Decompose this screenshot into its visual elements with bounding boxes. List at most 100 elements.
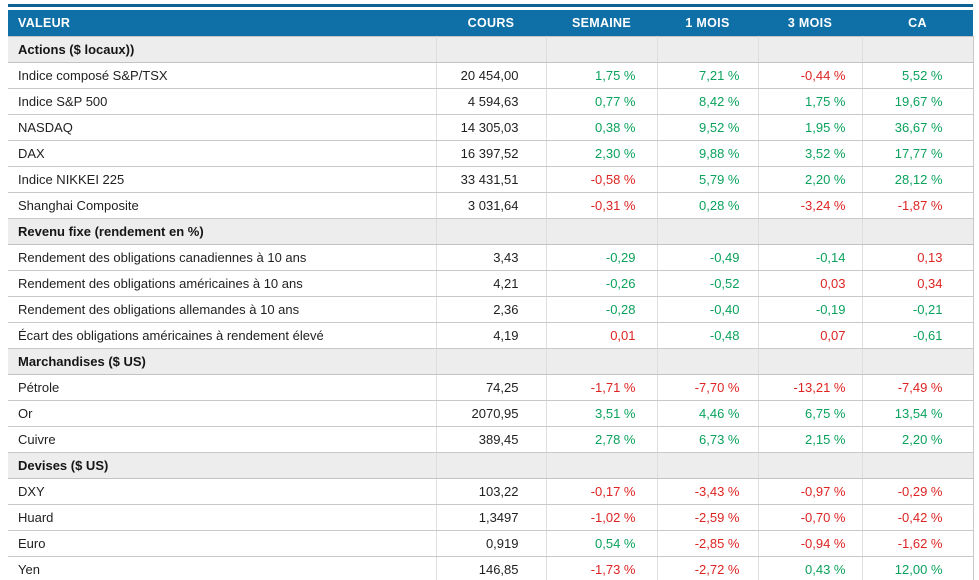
change-value: -2,59 % (657, 504, 759, 531)
section-filler-cell (862, 348, 974, 375)
change-value: -0,31 % (546, 192, 658, 219)
change-value: -0,21 (862, 296, 974, 323)
change-value: -0,42 % (862, 504, 974, 531)
section-row: Marchandises ($ US) (8, 348, 974, 375)
change-value: 2,20 % (758, 166, 863, 193)
change-value: -2,72 % (657, 556, 759, 580)
data-row: Rendement des obligations canadiennes à … (8, 244, 974, 271)
column-header-ca: CA (862, 10, 973, 37)
change-value: -0,44 % (758, 62, 863, 89)
change-value: -0,52 (657, 270, 759, 297)
cours-value: 146,85 (436, 556, 547, 580)
change-value: -1,02 % (546, 504, 658, 531)
change-value: 1,75 % (758, 88, 863, 115)
row-label: Shanghai Composite (8, 192, 437, 219)
change-value: -0,29 (546, 244, 658, 271)
change-value: -0,14 (758, 244, 863, 271)
section-filler-cell (436, 218, 547, 245)
change-value: 0,38 % (546, 114, 658, 141)
change-value: 8,42 % (657, 88, 759, 115)
section-title: Revenu fixe (rendement en %) (8, 218, 437, 245)
cours-value: 16 397,52 (436, 140, 547, 167)
change-value: 9,88 % (657, 140, 759, 167)
change-value: 0,13 (862, 244, 974, 271)
section-filler-cell (546, 36, 658, 63)
row-label: Rendement des obligations allemandes à 1… (8, 296, 437, 323)
data-row: Écart des obligations américaines à rend… (8, 322, 974, 349)
change-value: 2,20 % (862, 426, 974, 453)
cours-value: 2,36 (436, 296, 547, 323)
data-row: Indice NIKKEI 225 33 431,51 -0,58 % 5,79 % 2… (8, 166, 974, 193)
change-value: 17,77 % (862, 140, 974, 167)
row-label: Yen (8, 556, 437, 580)
row-label: Rendement des obligations canadiennes à … (8, 244, 437, 271)
change-value: 0,01 (546, 322, 658, 349)
section-filler-cell (758, 218, 863, 245)
change-value: 5,79 % (657, 166, 759, 193)
data-row: Rendement des obligations allemandes à 1… (8, 296, 974, 323)
change-value: -0,19 (758, 296, 863, 323)
change-value: 5,52 % (862, 62, 974, 89)
top-accent-stripe (8, 4, 973, 7)
section-title: Marchandises ($ US) (8, 348, 437, 375)
change-value: 9,52 % (657, 114, 759, 141)
row-label: DXY (8, 478, 437, 505)
section-filler-cell (657, 452, 759, 479)
section-filler-cell (758, 452, 863, 479)
row-label: Euro (8, 530, 437, 557)
row-label: Écart des obligations américaines à rend… (8, 322, 437, 349)
data-row: Cuivre 389,45 2,78 % 6,73 % 2,15 % 2,20 % (8, 426, 974, 453)
cours-value: 3 031,64 (436, 192, 547, 219)
section-filler-cell (546, 218, 658, 245)
cours-value: 0,919 (436, 530, 547, 557)
section-filler-cell (657, 218, 759, 245)
change-value: -2,85 % (657, 530, 759, 557)
row-label: Indice NIKKEI 225 (8, 166, 437, 193)
data-row: Huard 1,3497 -1,02 % -2,59 % -0,70 % -0,42 % (8, 504, 974, 531)
change-value: -0,29 % (862, 478, 974, 505)
row-label: Rendement des obligations américaines à … (8, 270, 437, 297)
cours-value: 4 594,63 (436, 88, 547, 115)
change-value: -0,26 (546, 270, 658, 297)
change-value: -0,58 % (546, 166, 658, 193)
row-label: Huard (8, 504, 437, 531)
change-value: -1,62 % (862, 530, 974, 557)
row-label: NASDAQ (8, 114, 437, 141)
column-header-semaine: SEMAINE (546, 10, 657, 37)
table-body: Actions ($ locaux)) Indice composé S&P/TS… (8, 36, 974, 580)
change-value: 4,46 % (657, 400, 759, 427)
change-value: 2,15 % (758, 426, 863, 453)
change-value: -7,49 % (862, 374, 974, 401)
section-filler-cell (546, 348, 658, 375)
change-value: -1,73 % (546, 556, 658, 580)
change-value: -0,48 (657, 322, 759, 349)
change-value: 6,75 % (758, 400, 863, 427)
change-value: -0,94 % (758, 530, 863, 557)
change-value: -0,28 (546, 296, 658, 323)
change-value: 0,07 (758, 322, 863, 349)
column-header-1-mois: 1 MOIS (657, 10, 758, 37)
section-filler-cell (436, 36, 547, 63)
section-title: Devises ($ US) (8, 452, 437, 479)
cours-value: 4,19 (436, 322, 547, 349)
change-value: 7,21 % (657, 62, 759, 89)
row-label: Indice S&P 500 (8, 88, 437, 115)
data-row: DXY 103,22 -0,17 % -3,43 % -0,97 % -0,29 % (8, 478, 974, 505)
change-value: 36,67 % (862, 114, 974, 141)
row-label: DAX (8, 140, 437, 167)
change-value: -0,70 % (758, 504, 863, 531)
column-header-3-mois: 3 MOIS (758, 10, 862, 37)
change-value: -0,17 % (546, 478, 658, 505)
cours-value: 14 305,03 (436, 114, 547, 141)
change-value: 0,03 (758, 270, 863, 297)
data-row: Or 2070,95 3,51 % 4,46 % 6,75 % 13,54 % (8, 400, 974, 427)
table-header: VALEUR COURS SEMAINE 1 MOIS 3 MOIS CA (8, 10, 973, 37)
change-value: -13,21 % (758, 374, 863, 401)
change-value: 0,43 % (758, 556, 863, 580)
data-row: NASDAQ 14 305,03 0,38 % 9,52 % 1,95 % 36,67 % (8, 114, 974, 141)
section-filler-cell (758, 36, 863, 63)
data-row: Indice composé S&P/TSX 20 454,00 1,75 % 7,2… (8, 62, 974, 89)
change-value: -1,71 % (546, 374, 658, 401)
change-value: 19,67 % (862, 88, 974, 115)
change-value: 12,00 % (862, 556, 974, 580)
